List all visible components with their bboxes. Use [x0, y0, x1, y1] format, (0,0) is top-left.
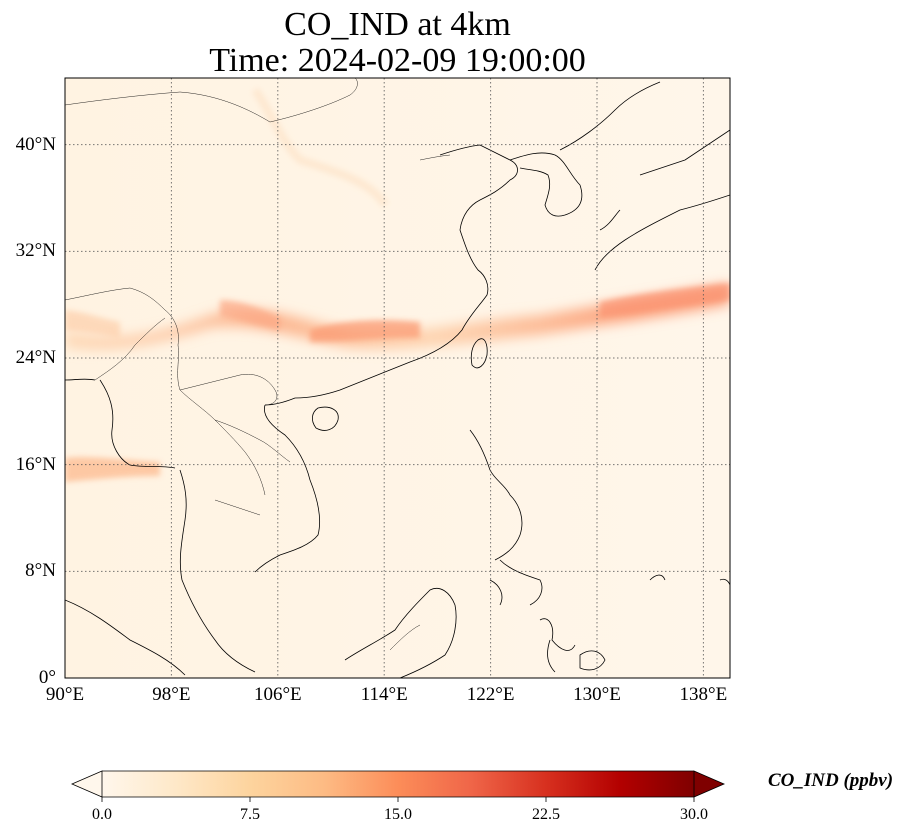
- lon-tick-label: 138°E: [679, 684, 728, 705]
- co-plume-northwest: [65, 310, 120, 338]
- lon-tick-label: 114°E: [360, 684, 408, 705]
- colorbar-tick-label: 15.0: [384, 806, 412, 823]
- colorbar-tick-label: 30.0: [680, 806, 708, 823]
- country-borders: [65, 78, 451, 651]
- gridlines: [65, 78, 730, 678]
- co-faint-swirl: [251, 87, 389, 208]
- colorbar-extend-min: [70, 770, 103, 798]
- lat-tick-label: 16°N: [15, 453, 56, 475]
- lat-tick-label: 8°N: [25, 560, 56, 582]
- lon-tick-label: 98°E: [152, 684, 191, 705]
- co-plume-core-yunnan: [220, 300, 280, 330]
- lat-tick-label: 0°: [38, 667, 56, 688]
- co-plume-west-band: [65, 457, 160, 482]
- map-frame: [64, 77, 731, 679]
- lon-tick-label: 130°E: [573, 684, 621, 705]
- coastlines: [65, 81, 730, 678]
- colorbar-gradient: [102, 771, 694, 797]
- lon-tick-label: 106°E: [253, 684, 302, 705]
- colorbar-label: CO_IND (ppbv): [768, 770, 894, 791]
- lat-tick-label: 32°N: [15, 240, 56, 262]
- colorbar: [70, 770, 726, 802]
- colorbar-tick-label: 22.5: [532, 806, 560, 823]
- map-plot-area: [65, 78, 730, 678]
- lat-tick-label: 24°N: [15, 347, 56, 368]
- co-plume-core-pacific: [600, 283, 730, 318]
- map-subtitle-time: Time: 2024-02-09 19:00:00: [209, 42, 586, 79]
- map-title: CO_IND at 4km: [284, 6, 511, 43]
- colorbar-extend-max: [693, 770, 726, 798]
- lon-tick-label: 122°E: [466, 684, 515, 705]
- colorbar-tick-label: 7.5: [240, 806, 260, 823]
- concentration-field: [65, 78, 730, 678]
- lon-tick-label: 90°E: [45, 684, 85, 705]
- colorbar-tick-label: 0.0: [92, 806, 112, 823]
- co-plume-core-east-china: [310, 320, 420, 342]
- lat-tick-label: 40°N: [15, 133, 56, 155]
